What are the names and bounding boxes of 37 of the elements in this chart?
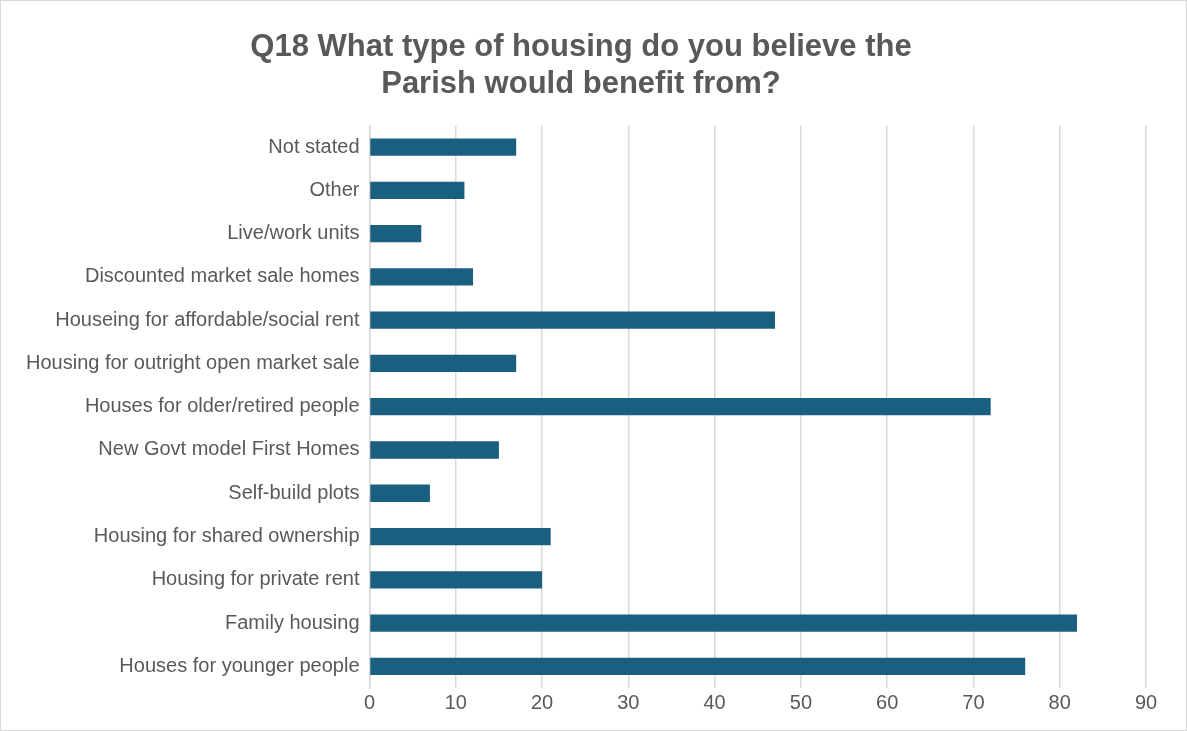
bar (370, 311, 776, 329)
x-tick-label: 50 (789, 690, 813, 713)
x-tick-label: 40 (703, 690, 726, 713)
y-tick-label: Housing for outright open market sale (26, 350, 360, 373)
bar (370, 398, 991, 416)
y-tick-label: Housing for private rent (151, 567, 360, 590)
y-tick-label: Housing for shared ownership (93, 524, 360, 547)
x-tick-label: 10 (444, 690, 467, 713)
y-tick-label: Live/work units (227, 221, 360, 244)
bar (370, 354, 517, 373)
y-tick-label: Other (309, 177, 360, 200)
x-tick-label: 20 (530, 690, 554, 713)
y-tick-label: Family housing (225, 610, 360, 633)
x-tick-label: 60 (876, 690, 899, 713)
x-tick-label: 0 (363, 690, 376, 713)
bar (370, 571, 543, 589)
x-tick-label: 80 (1048, 690, 1071, 713)
bar (370, 657, 1026, 676)
x-tick-label: 90 (1134, 690, 1158, 713)
y-tick-label: New Govt model First Homes (98, 437, 360, 460)
chart-title: Q18 What type of housing do you believe the Parish would benefit from? (250, 28, 912, 101)
bar (370, 614, 1077, 632)
bar (370, 224, 422, 243)
bar (370, 484, 430, 502)
bar (370, 268, 474, 286)
bar (370, 527, 551, 546)
y-tick-label: Discounted market sale homes (84, 264, 360, 287)
bar (370, 138, 517, 156)
y-tick-label: Not stated (268, 134, 360, 157)
y-tick-label: Houses for younger people (119, 653, 360, 676)
bar (370, 441, 499, 459)
y-tick-label: Houses for older/retired people (84, 394, 360, 417)
x-tick-label: 30 (617, 690, 640, 713)
y-tick-label: Self-build plots (228, 480, 360, 503)
bar (370, 181, 465, 199)
x-tick-label: 70 (962, 690, 985, 713)
y-tick-label: Houseing for affordable/social rent (55, 307, 360, 330)
